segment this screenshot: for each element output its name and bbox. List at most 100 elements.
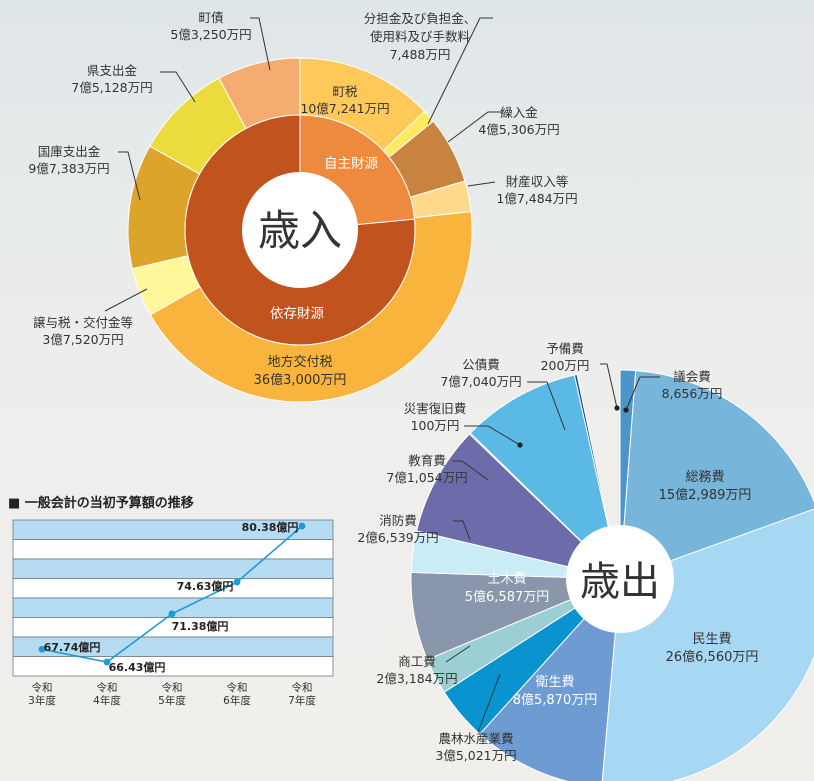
leader-line [464, 425, 521, 446]
revenue-label: 繰入金 [500, 105, 538, 120]
expenditure-label: 衛生費 [535, 675, 574, 690]
expenditure-slice [416, 433, 622, 580]
budget-trend-line-chart: ■ 一般会計の当初予算額の推移 67.74億円 66.43億円 71.38億円 74.6… [8, 495, 334, 707]
revenue-title: 歳入 [258, 206, 342, 255]
expenditure-value: 8,656万円 [662, 386, 723, 401]
trend-chart-title: ■ 一般会計の当初予算額の推移 [8, 495, 194, 511]
revenue-label: 譲与税・交付金等 [33, 315, 133, 330]
leader-line [104, 288, 148, 312]
trend-x-label: 令和 [32, 681, 53, 694]
expenditure-slice [469, 374, 621, 581]
trend-x-label: 令和 [162, 681, 183, 694]
trend-x-label: 5年度 [158, 694, 186, 707]
grid-band [12, 578, 334, 599]
expenditure-value: 200万円 [541, 358, 590, 373]
revenue-label: 地方交付税 [267, 354, 332, 370]
revenue-value: 4億5,306万円 [478, 122, 559, 137]
expenditure-label: 土木費 [487, 572, 526, 587]
trend-x-label: 令和 [97, 681, 118, 694]
leader-dot [517, 442, 523, 448]
revenue-label: 国庫支出金 [38, 144, 101, 159]
expenditure-value: 15億2,989万円 [659, 487, 752, 503]
grid-band [12, 539, 334, 560]
trend-point [168, 610, 176, 618]
expenditure-value: 5億6,587万円 [465, 589, 550, 605]
revenue-value: 3億7,520万円 [42, 332, 123, 347]
leader-line [427, 17, 493, 125]
expenditure-value: 8億5,870万円 [513, 692, 598, 708]
trend-x-label: 7年度 [288, 694, 316, 707]
trend-x-label: 令和 [292, 681, 313, 694]
expenditure-label: 教育費 [408, 453, 446, 468]
expenditure-value: 2億6,539万円 [357, 530, 438, 545]
revenue-label: 分担金及び負担金、 [364, 11, 477, 26]
grid-band [12, 656, 334, 677]
revenue-value: 5億3,250万円 [170, 27, 251, 42]
leader-line [527, 381, 566, 431]
trend-point [103, 658, 111, 666]
leader-line [453, 520, 471, 541]
leader-line [445, 645, 471, 663]
revenue-center [242, 172, 358, 288]
expenditure-label: 災害復旧費 [404, 401, 467, 416]
expenditure-label: 消防費 [379, 513, 417, 528]
revenue-value: 7億5,128万円 [71, 80, 152, 95]
expenditure-center [566, 525, 674, 633]
revenue-value: 7,488万円 [390, 47, 451, 62]
expenditure-label: 商工費 [398, 654, 436, 669]
revenue-label: 町税 [332, 84, 358, 99]
source-label-dependent: 依存財源 [270, 306, 324, 322]
expenditure-value: 100万円 [411, 418, 460, 433]
revenue-value: 1億7,484万円 [496, 191, 577, 206]
expenditure-title: 歳出 [580, 559, 660, 605]
trend-value-label: 80.38億円 [242, 520, 299, 534]
revenue-value: 36億3,000万円 [254, 372, 347, 388]
source-label-own: 自主財源 [324, 156, 378, 172]
expenditure-value: 3億5,021万円 [435, 748, 516, 763]
grid-band [12, 558, 334, 579]
expenditure-label: 総務費 [685, 470, 724, 485]
leader-line [160, 71, 196, 103]
trend-value-label: 67.74億円 [44, 640, 101, 654]
leader-dot [614, 405, 620, 411]
leader-line [250, 17, 271, 71]
trend-point [233, 578, 241, 586]
leader-line [452, 460, 489, 481]
expenditure-value: 7億7,040万円 [440, 374, 521, 389]
trend-value-label: 74.63億円 [177, 579, 234, 593]
leader-line [625, 376, 660, 411]
revenue-label: 県支出金 [87, 63, 138, 78]
leader-line [118, 151, 141, 201]
expenditure-value: 2億3,184万円 [376, 671, 457, 686]
trend-x-label: 6年度 [223, 694, 251, 707]
expenditure-slice [479, 577, 621, 781]
revenue-value: 10億7,241万円 [300, 101, 389, 116]
revenue-value: 9億7,383万円 [28, 161, 109, 176]
leader-line [447, 111, 502, 143]
expenditure-label: 農林水産業費 [438, 731, 513, 746]
leader-line [467, 181, 496, 187]
expenditure-value: 26億6,560万円 [666, 649, 759, 665]
trend-x-label: 4年度 [93, 694, 121, 707]
revenue-source-slice [184, 114, 416, 346]
expenditure-label: 公債費 [462, 357, 500, 372]
trend-value-label: 71.38億円 [172, 619, 229, 633]
expenditure-value: 7億1,054万円 [386, 470, 467, 485]
expenditure-label: 民生費 [692, 632, 731, 647]
expenditure-label: 議会費 [673, 369, 711, 384]
trend-point [298, 522, 306, 530]
trend-x-label: 3年度 [28, 694, 56, 707]
leader-line [600, 363, 618, 409]
leader-line [477, 673, 501, 733]
revenue-label: 財産収入等 [506, 174, 569, 189]
trend-point [38, 645, 46, 653]
expenditure-slice [619, 370, 814, 580]
revenue-label: 町債 [198, 10, 223, 25]
trend-value-label: 66.43億円 [109, 660, 166, 674]
expenditure-label: 予備費 [546, 341, 584, 356]
revenue-label: 使用料及び手数料 [370, 29, 471, 44]
leader-dot [623, 407, 629, 413]
